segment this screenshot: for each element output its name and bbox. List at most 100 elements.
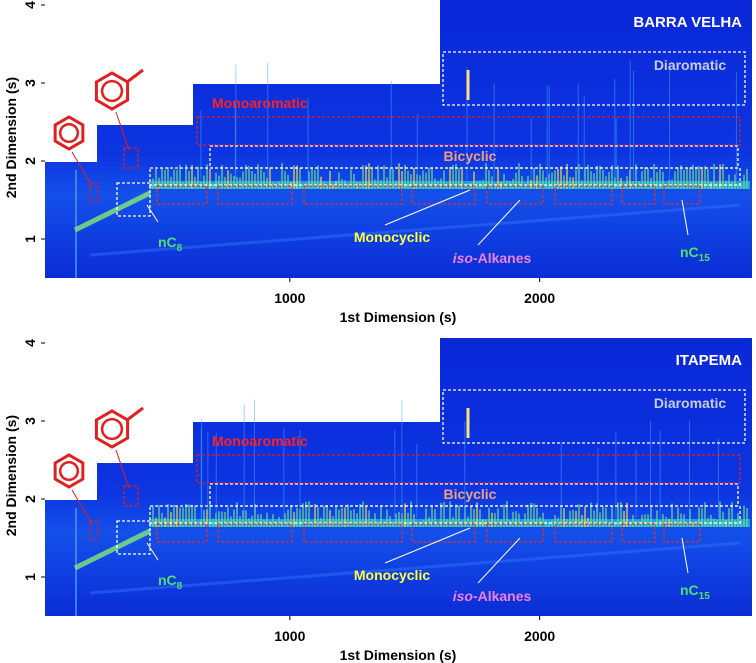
y-tick-label: 4 <box>22 1 38 9</box>
region-box <box>123 485 139 507</box>
panel: ITAPEMA Diaromatic Monoaromatic Bicyclic Mon… <box>3 338 752 663</box>
leader <box>146 542 159 561</box>
signal-diagonal <box>73 190 152 233</box>
region-box <box>196 454 741 484</box>
annotation-subscript: 8 <box>177 581 183 592</box>
leader <box>384 189 471 226</box>
benzene-ring <box>58 460 80 482</box>
signal-diagonal <box>89 203 741 257</box>
annotation-text: nC <box>158 572 177 588</box>
annotation: nC15 <box>680 244 710 264</box>
region-box <box>411 523 476 543</box>
y-tick-label: 3 <box>22 417 38 425</box>
panel-title: ITAPEMA <box>676 352 743 369</box>
region-box <box>303 185 403 205</box>
annotation: Monocyclic <box>354 229 430 245</box>
region-box <box>486 185 544 205</box>
leader <box>477 537 521 584</box>
annotation: iso-Alkanes <box>453 250 532 266</box>
benzene-ring <box>58 122 80 144</box>
annotation-subscript: 8 <box>177 243 183 254</box>
annotation: Monoaromatic <box>212 433 308 449</box>
region-box <box>554 523 613 543</box>
x-tick-label: 2000 <box>524 628 555 644</box>
region-box <box>663 185 701 205</box>
annotation-text: -Alkanes <box>473 250 532 266</box>
annotation: Monoaromatic <box>212 95 308 111</box>
region-box <box>621 523 656 543</box>
y-tick-label: 2 <box>22 495 38 503</box>
x-tick-label: 2000 <box>524 290 555 306</box>
benzene-ring <box>100 79 124 103</box>
region-box <box>89 182 99 203</box>
region-box <box>116 520 151 555</box>
leader <box>115 449 130 489</box>
annotation: Monocyclic <box>354 567 430 583</box>
leader <box>115 111 130 151</box>
region-box <box>156 523 208 543</box>
y-axis-label: 2nd Dimension (s) <box>3 77 19 198</box>
annotation: nC15 <box>680 582 710 602</box>
y-tick-label: 1 <box>22 573 38 581</box>
annotation: nC8 <box>158 572 183 592</box>
annotation: iso-Alkanes <box>453 588 532 604</box>
benzene-ring <box>53 115 85 151</box>
region-box <box>486 523 544 543</box>
plot-area <box>45 0 752 278</box>
x-tick-label: 1000 <box>274 290 305 306</box>
region-box <box>149 167 741 186</box>
leader <box>146 204 159 223</box>
region-box <box>303 523 403 543</box>
leader <box>71 151 93 187</box>
annotation: Bicyclic <box>444 148 497 164</box>
x-axis-label: 1st Dimension (s) <box>340 309 457 325</box>
annotation-subscript: 15 <box>699 253 711 264</box>
signal-diagonal <box>89 541 741 595</box>
plot-area <box>45 338 752 616</box>
region-box <box>217 185 293 205</box>
region-box <box>116 182 151 217</box>
annotation: Bicyclic <box>444 486 497 502</box>
benzene-ring <box>100 417 124 441</box>
leader <box>477 199 521 246</box>
x-tick-label: 1000 <box>274 628 305 644</box>
region-box <box>554 185 613 205</box>
annotation-italic: iso <box>453 250 474 266</box>
region-box <box>123 147 139 169</box>
panel-title: BARRA VELHA <box>633 14 742 31</box>
leader <box>681 199 689 236</box>
annotation: nC8 <box>158 234 183 254</box>
benzene-ring <box>53 453 85 489</box>
annotation-subscript: 15 <box>699 591 711 602</box>
region-box <box>442 51 746 106</box>
annotation-italic: iso <box>453 588 474 604</box>
region-box <box>149 505 741 524</box>
annotation: Diaromatic <box>654 57 727 73</box>
region-box <box>196 116 741 146</box>
region-box <box>89 520 99 541</box>
region-box <box>411 185 476 205</box>
region-box <box>621 185 656 205</box>
y-tick-label: 3 <box>22 79 38 87</box>
toluene-methyl <box>126 68 144 84</box>
annotation-text: -Alkanes <box>473 588 532 604</box>
leader <box>384 527 471 564</box>
y-axis-label: 2nd Dimension (s) <box>3 415 19 536</box>
y-tick-label: 1 <box>22 235 38 243</box>
region-box <box>156 185 208 205</box>
annotation-text: nC <box>680 582 699 598</box>
y-tick-label: 4 <box>22 339 38 347</box>
region-box <box>663 523 701 543</box>
region-box <box>217 523 293 543</box>
annotation-text: nC <box>680 244 699 260</box>
region-box <box>442 389 746 444</box>
toluene-methyl <box>126 406 144 422</box>
signal-diagonal <box>73 528 152 571</box>
leader <box>71 489 93 525</box>
leader <box>681 537 689 574</box>
annotation-text: nC <box>158 234 177 250</box>
x-axis-label: 1st Dimension (s) <box>340 647 457 663</box>
panel: BARRA VELHA Diaromatic Monoaromatic Bicycli… <box>3 0 752 325</box>
